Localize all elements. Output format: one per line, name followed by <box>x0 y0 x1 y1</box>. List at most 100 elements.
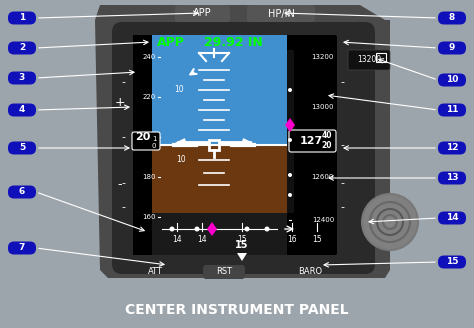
Text: CENTER INSTRUMENT PANEL: CENTER INSTRUMENT PANEL <box>125 303 349 317</box>
Text: 12400: 12400 <box>312 217 334 223</box>
Text: -: - <box>340 77 344 87</box>
FancyBboxPatch shape <box>438 104 466 116</box>
FancyBboxPatch shape <box>8 104 36 116</box>
Circle shape <box>170 227 174 232</box>
Text: 200: 200 <box>143 134 156 140</box>
Bar <box>289 35 336 213</box>
Text: 3: 3 <box>19 73 25 83</box>
Text: +: + <box>115 96 125 110</box>
FancyBboxPatch shape <box>175 5 230 22</box>
Text: 220: 220 <box>143 94 156 100</box>
FancyBboxPatch shape <box>8 241 36 255</box>
Text: 13: 13 <box>446 174 458 182</box>
FancyBboxPatch shape <box>112 22 375 274</box>
Polygon shape <box>237 253 247 261</box>
Text: -: - <box>121 77 125 87</box>
Text: 127: 127 <box>300 136 323 146</box>
Text: 8: 8 <box>449 13 455 23</box>
Text: 15: 15 <box>312 235 322 243</box>
Bar <box>287 50 294 213</box>
Text: 40: 40 <box>322 131 332 139</box>
Text: 20: 20 <box>322 141 332 151</box>
FancyBboxPatch shape <box>438 42 466 54</box>
Circle shape <box>362 194 418 250</box>
Text: 180: 180 <box>143 174 156 180</box>
Text: 14: 14 <box>172 235 182 243</box>
FancyBboxPatch shape <box>438 73 466 87</box>
Text: 10: 10 <box>174 86 183 94</box>
Text: 14: 14 <box>197 235 207 243</box>
Circle shape <box>264 227 270 232</box>
Text: 5: 5 <box>19 144 25 153</box>
FancyBboxPatch shape <box>438 256 466 269</box>
Bar <box>209 140 219 150</box>
FancyBboxPatch shape <box>8 72 36 85</box>
Text: 10: 10 <box>176 155 186 165</box>
Circle shape <box>288 138 292 142</box>
FancyBboxPatch shape <box>247 5 315 22</box>
Text: 240: 240 <box>143 54 156 60</box>
Polygon shape <box>95 5 390 278</box>
Polygon shape <box>207 222 217 236</box>
Text: 11: 11 <box>446 106 458 114</box>
Text: 1: 1 <box>152 136 156 142</box>
Text: 4: 4 <box>19 106 25 114</box>
Text: -: - <box>121 202 125 212</box>
Text: -: - <box>340 202 344 212</box>
Text: -: - <box>340 178 344 188</box>
Text: 13200: 13200 <box>311 54 334 60</box>
Bar <box>152 213 287 255</box>
FancyBboxPatch shape <box>8 42 36 54</box>
Bar <box>133 35 158 255</box>
Bar <box>152 213 287 255</box>
FancyBboxPatch shape <box>203 265 245 279</box>
Bar <box>152 35 287 145</box>
FancyBboxPatch shape <box>8 11 36 25</box>
Text: BARO: BARO <box>298 266 322 276</box>
FancyBboxPatch shape <box>133 35 337 255</box>
Text: 12: 12 <box>446 144 458 153</box>
FancyBboxPatch shape <box>8 141 36 154</box>
Text: ATT: ATT <box>147 266 163 276</box>
Text: 1: 1 <box>19 13 25 23</box>
Text: 12600: 12600 <box>311 174 334 180</box>
Text: APP: APP <box>193 9 211 18</box>
Text: 15: 15 <box>235 240 249 250</box>
Text: -: - <box>121 132 125 142</box>
Text: -: - <box>118 178 122 192</box>
Circle shape <box>288 193 292 197</box>
Text: 0: 0 <box>152 143 156 149</box>
Text: -: - <box>340 140 344 150</box>
FancyBboxPatch shape <box>438 11 466 25</box>
Text: 15: 15 <box>237 235 247 243</box>
Text: 2: 2 <box>19 44 25 52</box>
Circle shape <box>288 88 292 92</box>
Text: 13200: 13200 <box>357 55 381 65</box>
Text: HP/IN: HP/IN <box>267 9 294 18</box>
FancyBboxPatch shape <box>438 212 466 224</box>
FancyBboxPatch shape <box>438 141 466 154</box>
Text: APP: APP <box>157 36 185 50</box>
Text: 7: 7 <box>19 243 25 253</box>
FancyBboxPatch shape <box>8 186 36 198</box>
Text: 20: 20 <box>135 132 151 142</box>
FancyBboxPatch shape <box>438 172 466 184</box>
Text: -: - <box>121 178 125 188</box>
Circle shape <box>194 227 200 232</box>
Text: 13000: 13000 <box>311 104 334 110</box>
FancyBboxPatch shape <box>348 50 390 70</box>
Text: RST: RST <box>216 266 232 276</box>
Polygon shape <box>285 118 295 132</box>
Circle shape <box>288 173 292 177</box>
Text: 16: 16 <box>287 235 297 243</box>
Text: 14: 14 <box>446 214 458 222</box>
Text: 6: 6 <box>19 188 25 196</box>
FancyBboxPatch shape <box>132 132 160 150</box>
FancyBboxPatch shape <box>289 130 336 152</box>
Text: 15: 15 <box>446 257 458 266</box>
Bar <box>376 53 386 62</box>
Circle shape <box>245 227 249 232</box>
Bar <box>152 145 287 213</box>
Text: 9: 9 <box>449 44 455 52</box>
Text: 10: 10 <box>446 75 458 85</box>
